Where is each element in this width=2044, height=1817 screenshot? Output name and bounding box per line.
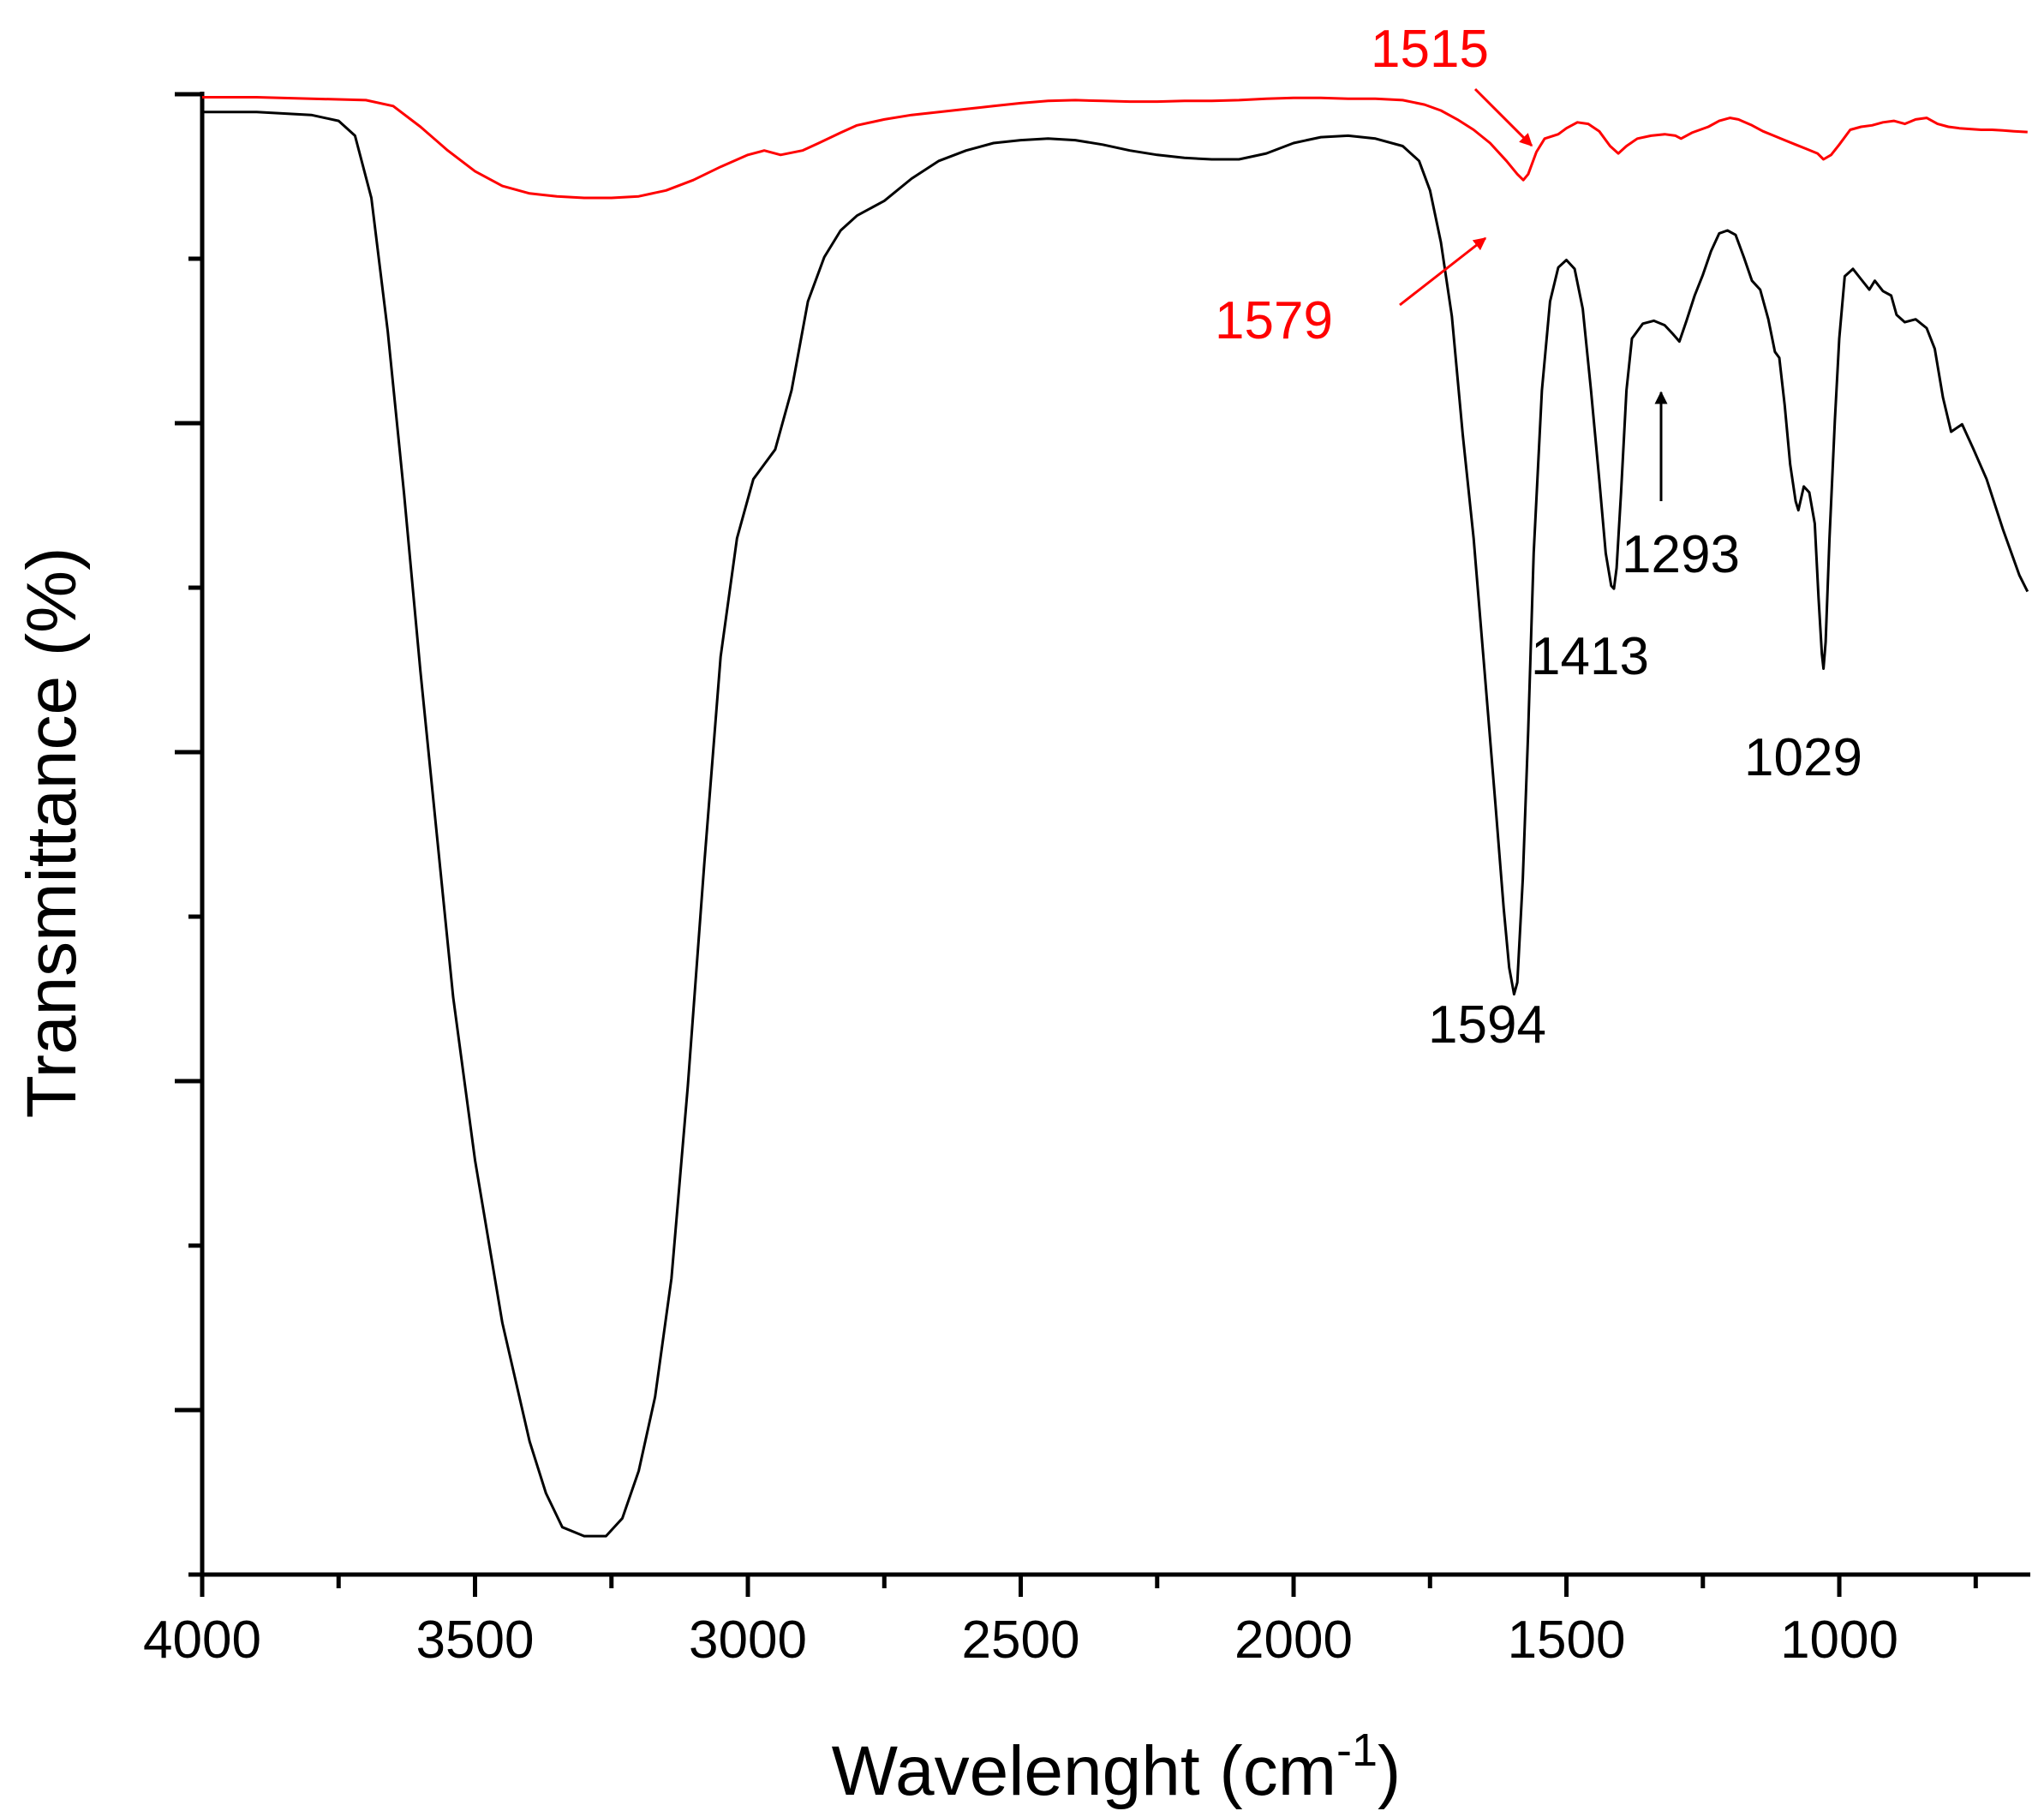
annotation-1594-label: 1594 (1428, 995, 1546, 1055)
x-axis-title-end: ) (1378, 1732, 1401, 1810)
x-tick-label: 4000 (143, 1611, 261, 1670)
x-axis-title: Wavelenght (cm-1) (832, 1724, 1402, 1810)
y-ticks (175, 92, 202, 1577)
x-ticks (200, 1575, 1978, 1597)
x-tick-label: 3500 (416, 1611, 535, 1670)
x-tick-label: 3000 (689, 1611, 807, 1670)
annotations: 1515 1579 1594 1413 1293 1029 (1215, 20, 1862, 1055)
axes: 4000 3500 3000 2500 2000 1500 1000 (143, 92, 2030, 1670)
annotation-1029-label: 1029 (1744, 728, 1862, 787)
series-line-black (202, 111, 2029, 1538)
annotation-1515-arrow (1473, 87, 1533, 147)
annotation-1579-label: 1579 (1215, 291, 1333, 350)
annotation-1413-label: 1413 (1531, 627, 1649, 686)
x-tick-label: 1500 (1508, 1611, 1626, 1670)
y-axis-title: Transmittance (%) (13, 547, 91, 1119)
annotation-1293-label: 1293 (1622, 525, 1740, 584)
series-line-red (202, 96, 2028, 200)
x-tick-labels: 4000 3500 3000 2500 2000 1500 1000 (143, 1611, 1898, 1670)
annotation-1579-arrow (1399, 236, 1487, 307)
series-layer (202, 96, 2029, 1538)
x-tick-label: 2000 (1234, 1611, 1353, 1670)
annotation-1515-label: 1515 (1371, 20, 1489, 79)
x-axis-title-main: Wavelenght (cm (832, 1732, 1336, 1810)
x-axis-title-superscript: -1 (1336, 1724, 1378, 1776)
x-tick-label: 2500 (962, 1611, 1080, 1670)
x-tick-label: 1000 (1780, 1611, 1898, 1670)
